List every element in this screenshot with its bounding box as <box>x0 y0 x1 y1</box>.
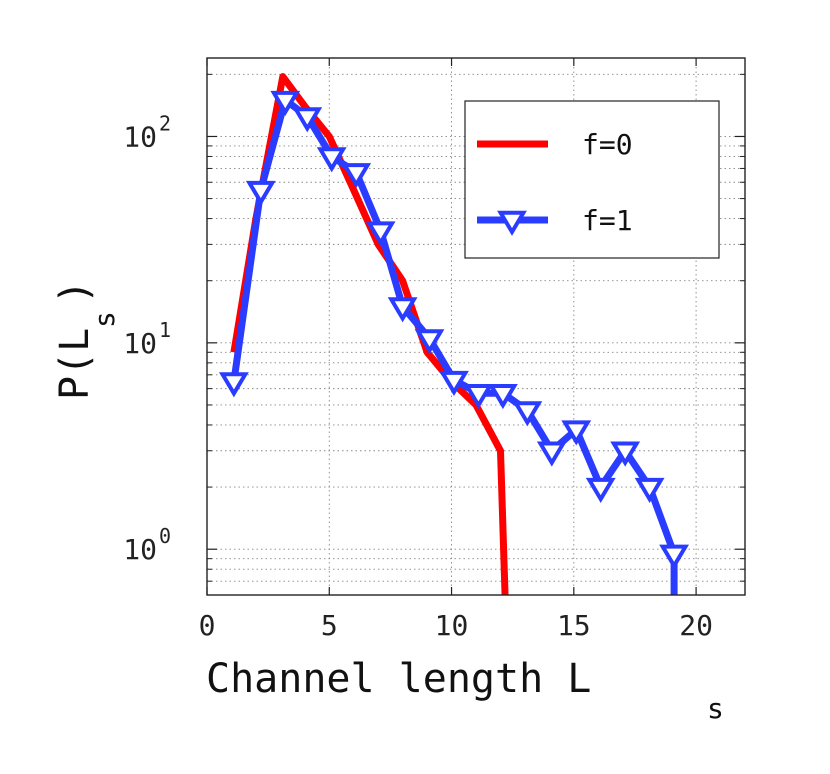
series-marker-f=1 <box>316 147 347 173</box>
legend-label-f0: f=0 <box>582 128 633 161</box>
series-marker-f=1 <box>270 90 301 117</box>
series-marker-f=1 <box>659 544 689 570</box>
legend-marker-f1 <box>497 210 527 236</box>
series-marker-f=1 <box>218 372 249 398</box>
series-marker-f=1 <box>245 180 276 206</box>
series-marker-f=1 <box>634 477 665 504</box>
series-marker-f=1 <box>365 221 396 247</box>
series-marker-f=1 <box>536 441 567 467</box>
y-axis-label: P(L s ) <box>52 280 121 400</box>
series-marker-f=1 <box>561 420 592 446</box>
x-axis-label: Channel length L s <box>206 656 724 725</box>
x-tick-label: 20 <box>679 609 713 642</box>
y-tick-label-exponent: 0 <box>159 524 171 548</box>
series-marker-f=1 <box>292 107 323 133</box>
x-tick-label: 15 <box>557 609 591 642</box>
plot-frame <box>206 57 746 596</box>
y-tick-label: 10 <box>123 120 157 153</box>
series-marker-f=1 <box>487 384 518 410</box>
x-tick-label: 5 <box>321 609 338 642</box>
legend-label-f1: f=1 <box>582 204 633 237</box>
svg-text:Channel length L: Channel length L <box>206 656 591 702</box>
series-marker-f=1 <box>414 329 445 355</box>
series-marker-f=1 <box>512 401 543 427</box>
svg-text:s: s <box>88 311 121 328</box>
y-tick-label-exponent: 2 <box>159 111 171 135</box>
series-marker-f=1 <box>387 297 418 323</box>
y-tick-label: 10 <box>123 533 157 566</box>
series-layer <box>218 73 689 595</box>
x-tick-label: 10 <box>435 609 469 642</box>
svg-text:): ) <box>52 280 98 304</box>
x-axis-label-sub: s <box>707 692 724 725</box>
series-marker-f=1 <box>439 370 469 397</box>
y-axis-label-close: ) <box>52 280 98 304</box>
legend-box <box>464 100 720 259</box>
series-marker-f=1 <box>463 384 494 410</box>
y-axis-label-text: P(L <box>52 328 98 400</box>
x-tick-label: 0 <box>199 609 216 642</box>
series-marker-f=1 <box>341 163 372 189</box>
series-marker-f=1 <box>585 477 616 504</box>
x-axis-label-text: Channel length L <box>206 656 591 702</box>
y-tick-label-exponent: 1 <box>159 318 171 342</box>
series-clip-group <box>218 73 689 595</box>
svg-text:s: s <box>707 692 724 725</box>
y-axis-label-sub: s <box>88 311 121 328</box>
svg-text:P(L: P(L <box>52 328 98 400</box>
series-marker-f=1 <box>610 441 641 467</box>
legend: f=0 f=1 <box>464 100 720 259</box>
y-tick-label: 10 <box>123 327 157 360</box>
